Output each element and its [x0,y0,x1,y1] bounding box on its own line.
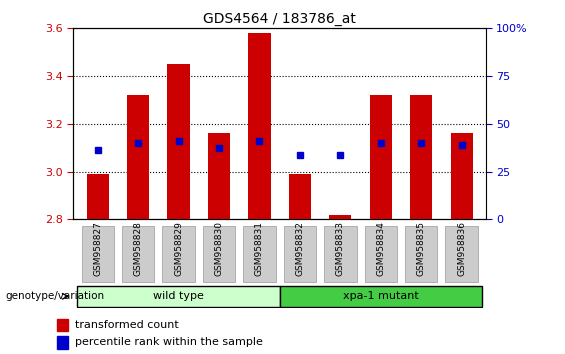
Text: GSM958828: GSM958828 [134,222,142,276]
Text: GSM958833: GSM958833 [336,222,345,276]
FancyBboxPatch shape [244,226,276,282]
Text: GSM958832: GSM958832 [295,222,305,276]
Text: GSM958829: GSM958829 [174,222,183,276]
Text: GSM958834: GSM958834 [376,222,385,276]
FancyBboxPatch shape [203,226,235,282]
Bar [167,64,190,219]
Text: GSM958830: GSM958830 [215,222,224,276]
Bar [450,133,473,219]
Text: GSM958835: GSM958835 [417,222,425,276]
FancyBboxPatch shape [81,226,114,282]
FancyBboxPatch shape [162,226,195,282]
FancyBboxPatch shape [284,226,316,282]
Bar [86,174,109,219]
Text: transformed count: transformed count [75,320,179,330]
Text: GSM958831: GSM958831 [255,222,264,276]
Bar [208,133,230,219]
FancyBboxPatch shape [280,286,482,307]
Text: xpa-1 mutant: xpa-1 mutant [343,291,419,302]
FancyBboxPatch shape [122,226,154,282]
Title: GDS4564 / 183786_at: GDS4564 / 183786_at [203,12,356,26]
Text: GSM958836: GSM958836 [457,222,466,276]
FancyBboxPatch shape [324,226,357,282]
FancyBboxPatch shape [364,226,397,282]
Bar [329,215,351,219]
Text: genotype/variation: genotype/variation [6,291,105,301]
Bar [370,95,392,219]
Bar [127,95,149,219]
Text: GSM958827: GSM958827 [93,222,102,276]
FancyBboxPatch shape [405,226,437,282]
Bar [56,319,68,331]
Bar [56,336,68,349]
FancyBboxPatch shape [445,226,478,282]
Bar [410,95,432,219]
FancyBboxPatch shape [77,286,280,307]
Text: wild type: wild type [153,291,204,302]
Bar [289,174,311,219]
Text: percentile rank within the sample: percentile rank within the sample [75,337,263,348]
Bar [249,33,271,219]
